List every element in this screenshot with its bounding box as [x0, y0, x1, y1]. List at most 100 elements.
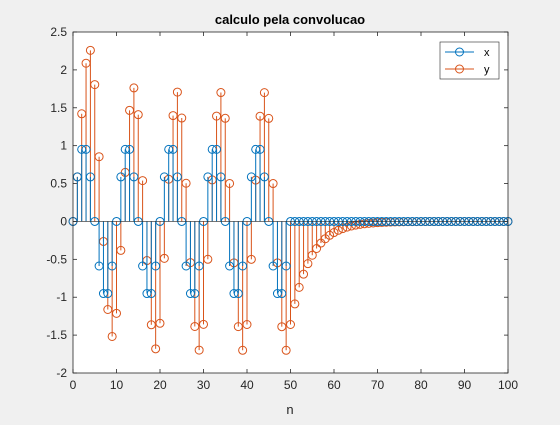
point-y — [333, 225, 343, 235]
y-tick-label: -1.5 — [46, 328, 67, 342]
y-ticks: -2 -1.5 -1 -0.5 0 0.5 1 1.5 2 2.5 — [46, 25, 508, 380]
point-y — [277, 322, 287, 332]
point-y — [125, 105, 135, 115]
point-y — [281, 345, 291, 355]
point-y — [194, 345, 204, 355]
point-y — [238, 345, 248, 355]
point-y — [151, 344, 161, 354]
x-tick-label: 90 — [458, 378, 472, 392]
point-y — [264, 113, 274, 123]
point-y — [138, 176, 148, 186]
y-tick-label: 1.5 — [50, 101, 67, 115]
point-x — [172, 172, 182, 182]
point-x — [116, 172, 126, 182]
point-x — [85, 172, 95, 182]
plot-frame — [72, 31, 509, 374]
x-axis-label: n — [286, 402, 293, 417]
y-tick-label: 0 — [60, 214, 67, 228]
point-x — [212, 144, 222, 154]
x-tick-label: 70 — [371, 378, 385, 392]
point-y — [242, 320, 252, 330]
point-x — [142, 289, 152, 299]
point-y — [168, 111, 178, 121]
point-y — [181, 178, 191, 188]
x-tick-label: 50 — [284, 378, 298, 392]
point-y — [112, 308, 121, 318]
point-y — [299, 269, 309, 279]
point-x — [129, 172, 139, 182]
y-tick-label: 0.5 — [50, 177, 67, 191]
point-y — [246, 254, 256, 264]
point-x — [233, 289, 243, 299]
point-y — [255, 111, 265, 121]
point-x — [159, 172, 169, 182]
point-x — [120, 144, 130, 154]
point-x — [190, 289, 200, 299]
point-x — [203, 172, 213, 182]
point-y — [77, 109, 87, 119]
point-x — [277, 289, 287, 299]
point-y — [155, 318, 165, 328]
point-y — [172, 87, 182, 97]
point-y — [303, 259, 313, 269]
point-y — [216, 88, 226, 98]
point-y — [203, 254, 213, 264]
point-x — [138, 261, 148, 271]
point-x — [151, 261, 161, 271]
point-x — [229, 289, 239, 299]
legend-marker-x — [455, 47, 464, 57]
point-x — [238, 261, 248, 271]
legend-box — [439, 41, 500, 80]
point-y — [94, 152, 104, 162]
x-tick-label: 10 — [110, 378, 124, 392]
point-y — [116, 245, 126, 255]
x-tick-label: 80 — [414, 378, 428, 392]
y-tick-label: -2 — [56, 366, 67, 380]
point-y — [338, 224, 348, 234]
x-tick-label: 0 — [70, 378, 77, 392]
point-x — [125, 144, 135, 154]
series-layer — [68, 45, 513, 355]
point-y — [225, 178, 235, 188]
point-y — [190, 321, 200, 331]
point-x — [246, 172, 256, 182]
legend: x y — [439, 41, 500, 80]
point-x — [268, 261, 278, 271]
point-y — [329, 228, 339, 238]
x-tick-label: 40 — [240, 378, 254, 392]
point-y — [146, 320, 156, 330]
point-y — [212, 111, 222, 121]
legend-label-x: x — [484, 47, 490, 59]
point-y — [286, 320, 295, 330]
point-x — [146, 289, 156, 299]
point-y — [159, 253, 169, 263]
point-x — [98, 289, 108, 299]
point-y — [129, 83, 139, 93]
point-x — [103, 289, 113, 299]
y-tick-label: 1 — [60, 139, 67, 153]
point-x — [194, 261, 204, 271]
legend-marker-y — [455, 64, 464, 74]
point-x — [216, 172, 226, 182]
point-y — [103, 304, 113, 314]
y-tick-label: 2 — [60, 63, 67, 77]
point-y — [220, 113, 230, 123]
x-tick-label: 30 — [197, 378, 211, 392]
point-y — [325, 230, 335, 240]
point-y — [307, 250, 317, 260]
point-y — [85, 45, 95, 55]
point-y — [177, 113, 187, 123]
point-x — [207, 144, 217, 154]
chart-title: calculo pela convolucao — [215, 12, 365, 27]
point-y — [259, 88, 269, 98]
point-y — [312, 243, 322, 253]
y-tick-label: 2.5 — [50, 25, 67, 39]
point-y — [199, 319, 208, 329]
point-x — [255, 144, 265, 154]
point-x — [281, 261, 291, 271]
point-y — [342, 222, 352, 232]
point-y — [290, 299, 300, 309]
x-tick-label: 60 — [327, 378, 341, 392]
point-y — [294, 282, 304, 292]
